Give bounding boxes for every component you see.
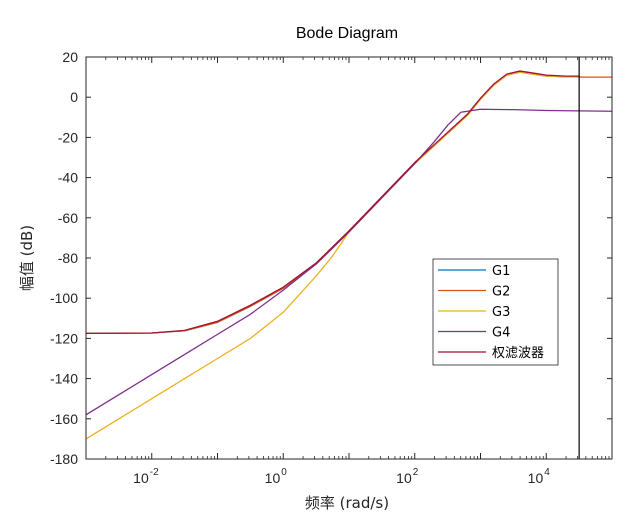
xtick-label-exponent: 4 bbox=[544, 467, 550, 478]
ytick-label: 0 bbox=[70, 89, 78, 105]
x-axis-label: 频率 (rad/s) bbox=[305, 494, 389, 512]
ytick-label: -120 bbox=[50, 330, 78, 346]
ytick-label: -140 bbox=[50, 371, 78, 387]
xtick-label-base: 10 bbox=[265, 470, 281, 486]
xtick-label-exponent: 0 bbox=[281, 467, 287, 478]
ytick-label: -20 bbox=[58, 129, 78, 145]
xtick-label: 10 2 bbox=[396, 467, 419, 486]
legend-label: G1 bbox=[492, 264, 510, 279]
xtick-label: 10 0 bbox=[265, 467, 288, 486]
ytick-label: -160 bbox=[50, 411, 78, 427]
ytick-label: -100 bbox=[50, 290, 78, 306]
series-line-5 bbox=[86, 70, 580, 335]
legend: G1 G2 G3 G4 权滤波器 bbox=[432, 258, 559, 366]
x-tick-labels: 10 -2 10 0 10 2 10 4 bbox=[133, 467, 550, 486]
series-layer bbox=[86, 70, 612, 440]
ytick-label: -60 bbox=[58, 210, 78, 226]
legend-box bbox=[432, 258, 559, 366]
legend-label: G2 bbox=[492, 285, 510, 300]
y-axis-label: 幅值 (dB) bbox=[18, 225, 36, 291]
legend-label: 权滤波器 bbox=[492, 345, 544, 361]
legend-label: G4 bbox=[492, 326, 510, 341]
legend-label: G3 bbox=[492, 305, 510, 320]
series-line-4 bbox=[86, 108, 612, 416]
axes-background bbox=[86, 57, 612, 459]
ytick-label: -80 bbox=[58, 250, 78, 266]
xtick-label-base: 10 bbox=[133, 470, 149, 486]
xtick-label: 10 4 bbox=[528, 467, 551, 486]
xtick-label-base: 10 bbox=[528, 470, 544, 486]
ytick-label: -40 bbox=[58, 170, 78, 186]
ytick-label: 20 bbox=[62, 49, 78, 65]
xtick-label-base: 10 bbox=[396, 470, 412, 486]
xtick-label-exponent: -2 bbox=[150, 467, 159, 478]
y-tick-labels: 20 0 -20 -40 -60 -80 -100 -120 -140 -160 -180 bbox=[50, 49, 78, 467]
ytick-label: -180 bbox=[50, 451, 78, 467]
xtick-label: 10 -2 bbox=[133, 467, 159, 486]
chart-title: Bode Diagram bbox=[296, 25, 398, 42]
xtick-label-exponent: 2 bbox=[413, 467, 419, 478]
axes-frame bbox=[85, 56, 613, 460]
